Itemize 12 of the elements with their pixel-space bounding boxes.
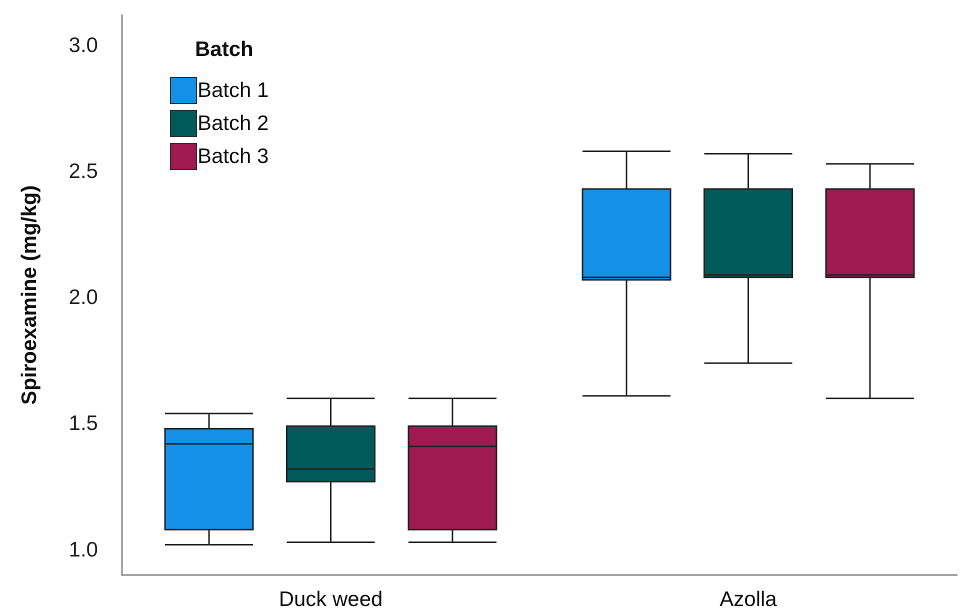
- legend-label: Batch 1: [198, 79, 269, 102]
- y-tick-label: 1.5: [68, 412, 98, 436]
- y-tick-label: 2.0: [68, 286, 98, 310]
- x-tick-label: Azolla: [720, 588, 778, 611]
- y-tick-label: 3.0: [68, 34, 98, 57]
- legend-title: Batch: [195, 38, 254, 61]
- y-axis-title: Spiroexamine (mg/kg): [18, 185, 41, 405]
- y-tick-label: 2.5: [68, 160, 98, 183]
- x-tick-label: Duck weed: [278, 588, 383, 611]
- legend-label: Batch 3: [198, 145, 269, 168]
- legend-label: Batch 2: [198, 112, 269, 135]
- y-tick-label: 1.0: [68, 538, 98, 562]
